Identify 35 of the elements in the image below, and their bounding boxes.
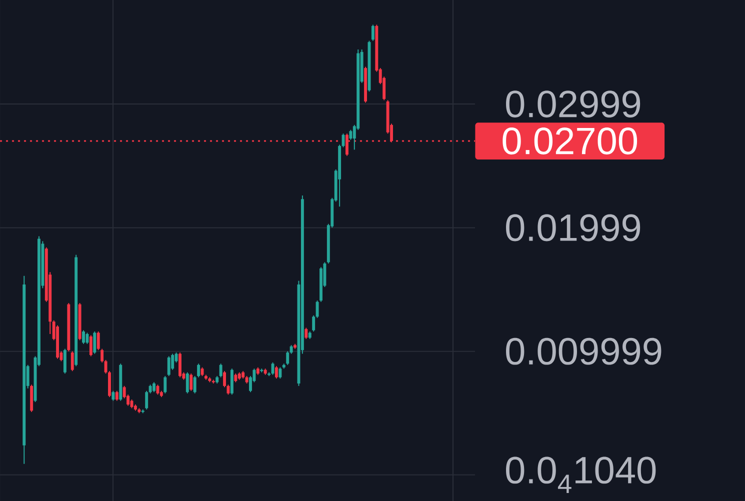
candlestick (70, 350, 74, 372)
y-tick-label: 0.0$_{4}$1040 (506, 456, 656, 494)
candlestick (152, 382, 156, 393)
candlestick (93, 331, 96, 354)
candlestick (100, 348, 104, 363)
candlestick (178, 352, 182, 378)
candlestick (312, 314, 316, 332)
y-tick-label: 0.01999 (506, 214, 640, 242)
candlestick (89, 334, 92, 357)
candlestick (112, 390, 115, 402)
candlestick (82, 330, 85, 344)
candlestick (316, 300, 319, 318)
candlestick (286, 350, 290, 366)
candlestick (278, 366, 282, 380)
candlestick (63, 348, 66, 374)
candlestick (197, 363, 200, 378)
candlestick (164, 376, 167, 394)
candlestick (304, 327, 308, 340)
y-tick-label: 0.009999 (506, 338, 662, 365)
candlestick (230, 368, 234, 396)
candlestick (274, 366, 278, 380)
candlestick (186, 372, 189, 394)
ref-line-label: 0.02700 (502, 128, 638, 154)
candlestick (193, 376, 196, 394)
candlestick (115, 390, 118, 402)
y-tick-label: 0.02999 (506, 90, 640, 118)
candlestick (190, 373, 193, 392)
candlestick (167, 356, 170, 377)
candlestick (96, 331, 100, 351)
candlestick (371, 24, 374, 42)
candlestick (156, 384, 160, 396)
candlestick (86, 332, 89, 344)
candlestick (145, 390, 148, 410)
candlestick (219, 363, 222, 378)
candlestick (349, 129, 352, 140)
